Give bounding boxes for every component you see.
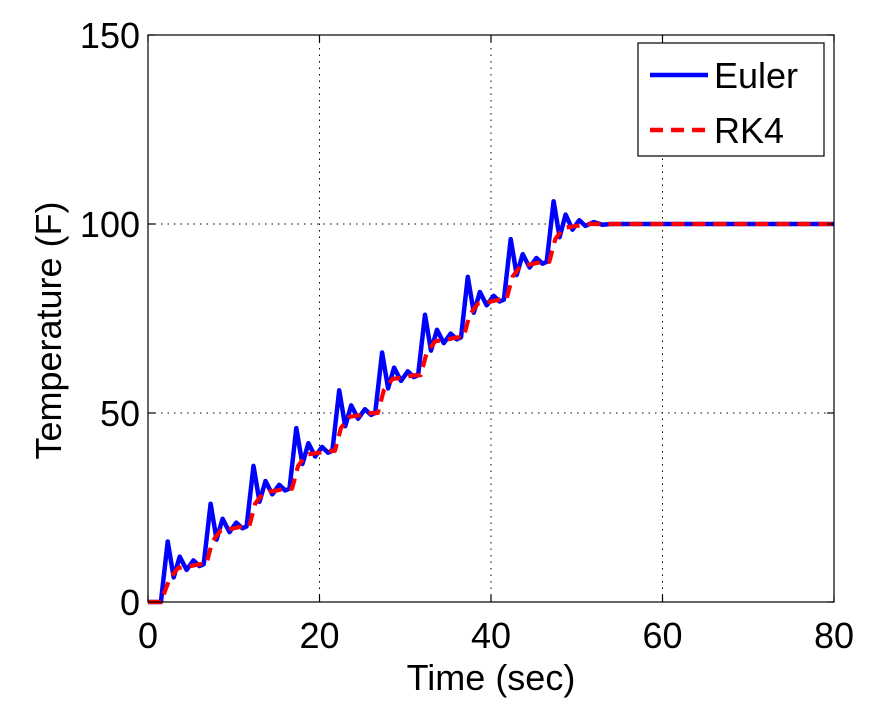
- legend: Euler RK4: [637, 42, 825, 157]
- y-tick-label: 0: [120, 582, 140, 623]
- x-tick-label: 20: [299, 615, 339, 656]
- y-tick-label: 100: [80, 204, 140, 245]
- x-tick-label: 0: [138, 615, 158, 656]
- plot-series: [148, 199, 834, 605]
- x-tick-label: 80: [814, 615, 854, 656]
- y-tick-label: 50: [100, 393, 140, 434]
- axis-ticks: 0 20 40 60 80 0 50 100 150: [80, 15, 854, 656]
- legend-label-euler: Euler: [714, 55, 798, 96]
- y-tick-label: 150: [80, 15, 140, 56]
- series-line-euler: [148, 199, 834, 605]
- x-tick-label: 60: [642, 615, 682, 656]
- legend-box: [637, 42, 825, 157]
- y-axis-label: Temperature (F): [28, 201, 69, 459]
- legend-label-rk4: RK4: [714, 110, 784, 151]
- x-tick-label: 40: [471, 615, 511, 656]
- x-axis-label: Time (sec): [407, 657, 576, 698]
- series-line-rk4: [148, 221, 834, 605]
